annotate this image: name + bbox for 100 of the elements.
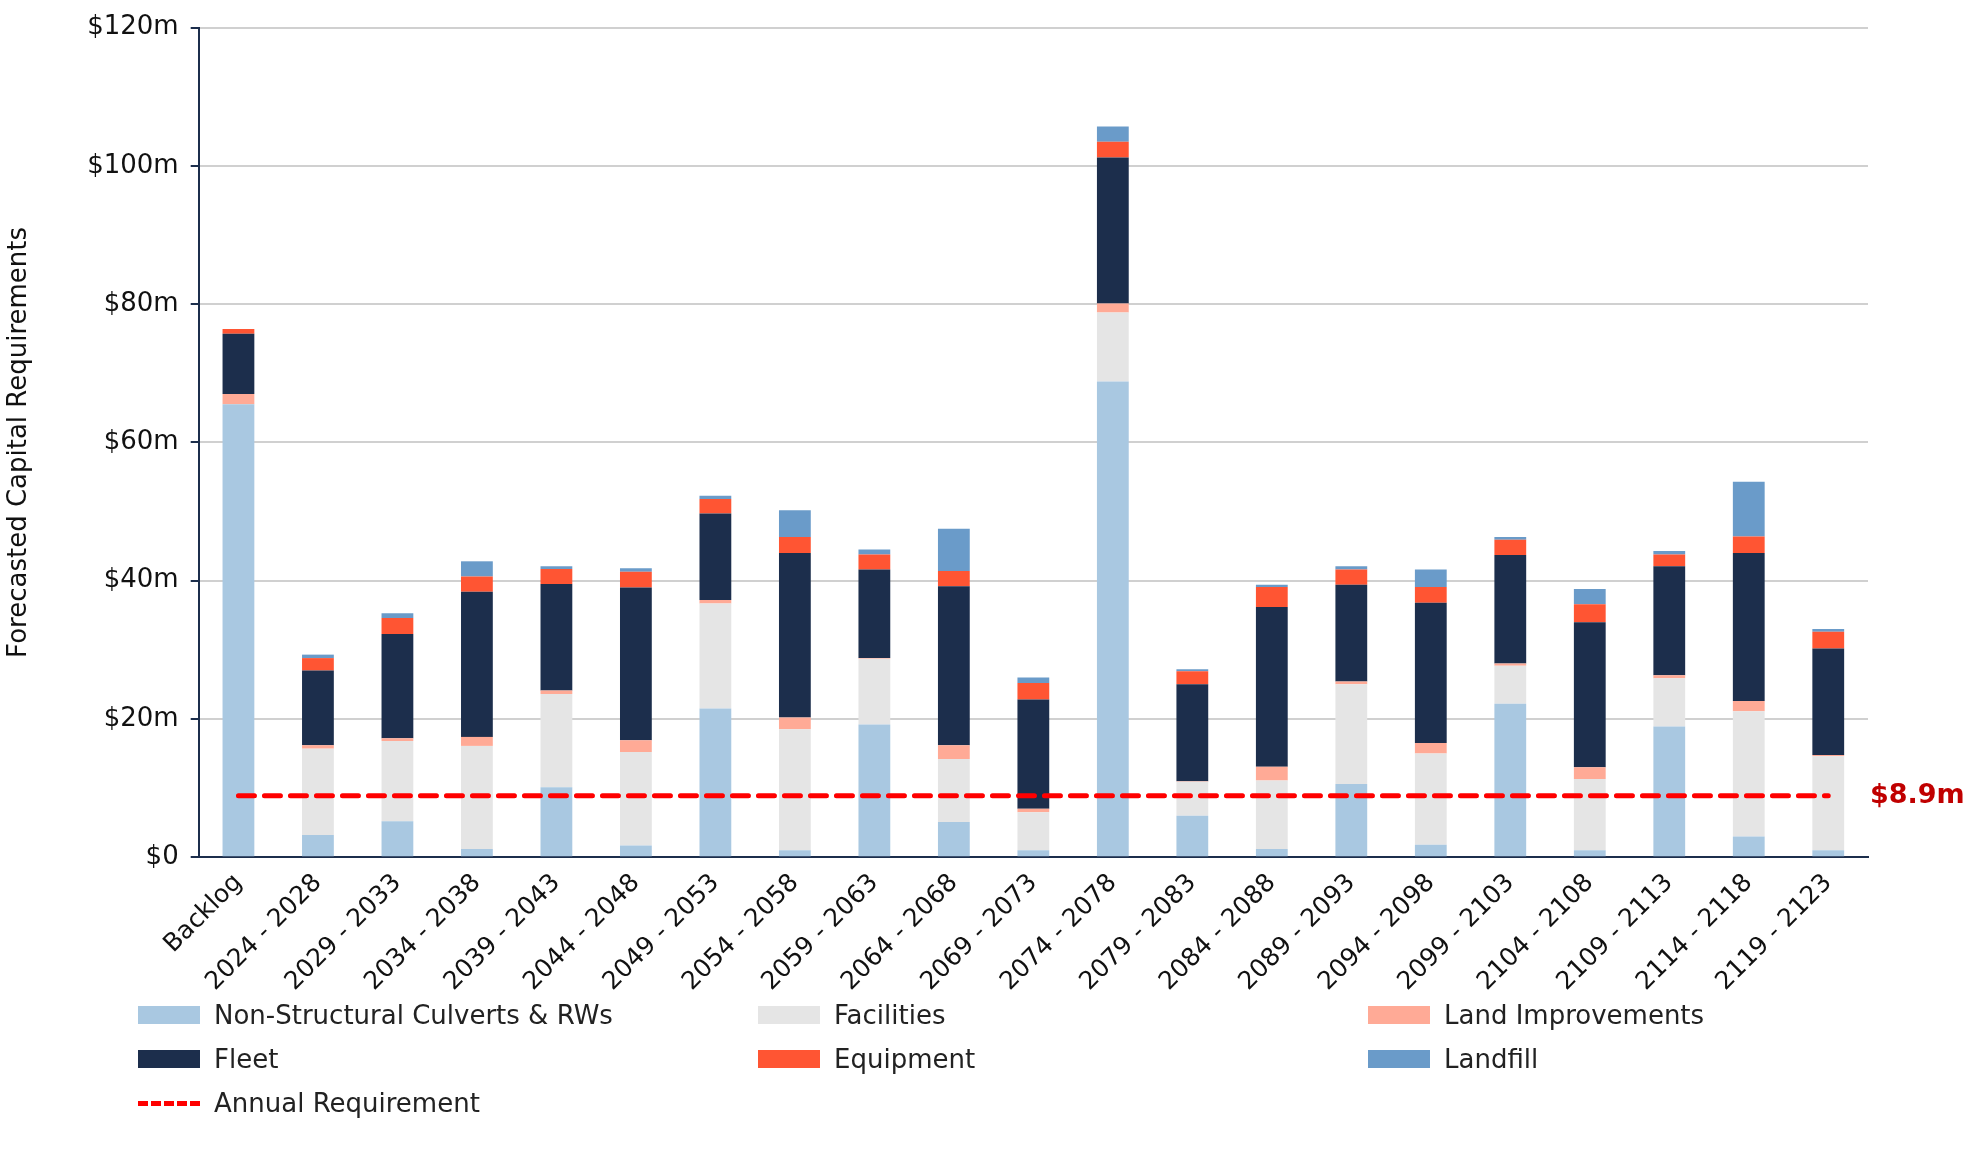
bar bbox=[540, 694, 573, 788]
bar bbox=[1255, 586, 1288, 607]
bar bbox=[1494, 665, 1527, 704]
bar bbox=[1732, 700, 1765, 712]
bar bbox=[620, 571, 652, 588]
bar bbox=[381, 741, 414, 822]
bar bbox=[1017, 699, 1050, 809]
bar bbox=[302, 748, 334, 836]
bar bbox=[620, 587, 652, 741]
y-tick-label: $80m bbox=[103, 286, 179, 317]
bar bbox=[1414, 586, 1447, 603]
bar bbox=[937, 528, 970, 571]
bar bbox=[1653, 566, 1686, 676]
bar bbox=[1017, 682, 1050, 700]
bar bbox=[858, 554, 891, 570]
bar bbox=[699, 499, 732, 514]
bar bbox=[1335, 783, 1368, 857]
y-tick-label: $40m bbox=[103, 563, 179, 594]
bar bbox=[1096, 303, 1129, 313]
bar bbox=[620, 740, 652, 753]
bar bbox=[1573, 779, 1606, 851]
bar bbox=[1494, 537, 1527, 540]
bar bbox=[1017, 812, 1050, 851]
bar bbox=[1494, 539, 1527, 556]
bar bbox=[381, 821, 414, 857]
bar bbox=[461, 561, 493, 577]
bar bbox=[1096, 126, 1129, 142]
bar bbox=[937, 759, 970, 822]
bar bbox=[381, 617, 414, 634]
bar bbox=[540, 787, 573, 857]
bar bbox=[540, 566, 573, 569]
bar bbox=[778, 717, 811, 730]
bar bbox=[778, 850, 811, 857]
bar bbox=[1732, 553, 1765, 701]
bar bbox=[1096, 141, 1129, 158]
bar bbox=[858, 658, 891, 725]
bar bbox=[778, 537, 811, 554]
bar bbox=[1255, 780, 1288, 849]
bar bbox=[937, 586, 970, 746]
y-axis-title: Forecasted Capital Requirements bbox=[2, 226, 33, 658]
bar bbox=[778, 553, 811, 718]
bar bbox=[461, 736, 493, 746]
bar bbox=[620, 752, 652, 846]
y-tick-label: $20m bbox=[103, 701, 179, 732]
bar bbox=[1653, 675, 1686, 679]
bar bbox=[1732, 536, 1765, 554]
bar bbox=[540, 568, 573, 585]
bar bbox=[1414, 602, 1447, 744]
bar bbox=[699, 708, 732, 857]
bar bbox=[302, 658, 334, 671]
bar bbox=[1494, 555, 1527, 664]
bar bbox=[461, 576, 493, 592]
bar bbox=[1414, 569, 1447, 587]
bar bbox=[1176, 669, 1209, 672]
y-tick-label: $0 bbox=[145, 839, 179, 870]
bar bbox=[1812, 631, 1845, 649]
bar bbox=[1335, 584, 1368, 682]
bar bbox=[1335, 684, 1368, 784]
bar bbox=[381, 633, 414, 739]
bar bbox=[1653, 678, 1686, 727]
bar bbox=[302, 670, 334, 746]
bar bbox=[1732, 711, 1765, 837]
y-tick-label: $120m bbox=[87, 10, 179, 41]
bar bbox=[540, 584, 573, 691]
bar bbox=[461, 745, 493, 849]
bar bbox=[937, 570, 970, 587]
bar bbox=[1096, 312, 1129, 382]
bar bbox=[302, 835, 334, 857]
bar bbox=[1335, 566, 1368, 570]
bar bbox=[1335, 569, 1368, 585]
bar bbox=[1096, 157, 1129, 304]
bar bbox=[1732, 836, 1765, 857]
bar bbox=[778, 729, 811, 851]
bar bbox=[1573, 850, 1606, 857]
legend-label: Landfill bbox=[1444, 1044, 1539, 1074]
bar bbox=[1494, 663, 1527, 666]
bar bbox=[1653, 726, 1686, 857]
bar bbox=[1573, 767, 1606, 780]
bar bbox=[222, 333, 255, 394]
bar bbox=[620, 845, 652, 857]
bar bbox=[381, 738, 414, 742]
bar bbox=[222, 329, 255, 334]
legend-label: Equipment bbox=[834, 1044, 976, 1074]
bar bbox=[1812, 756, 1845, 851]
bar bbox=[1255, 606, 1288, 767]
bar bbox=[381, 613, 414, 618]
bar bbox=[1017, 850, 1050, 857]
legend-label: Non-Structural Culverts & RWs bbox=[214, 1000, 613, 1030]
y-tick-label: $60m bbox=[103, 425, 179, 456]
legend-label: Annual Requirement bbox=[214, 1088, 480, 1118]
bar bbox=[461, 848, 493, 857]
bar bbox=[1255, 584, 1288, 587]
legend-label: Facilities bbox=[834, 1000, 946, 1030]
bar bbox=[699, 513, 732, 601]
y-tick-label: $100m bbox=[87, 148, 179, 179]
bar bbox=[1017, 677, 1050, 683]
bar bbox=[1255, 766, 1288, 781]
bar bbox=[1414, 844, 1447, 857]
bar bbox=[1573, 622, 1606, 768]
bar bbox=[1176, 815, 1209, 857]
